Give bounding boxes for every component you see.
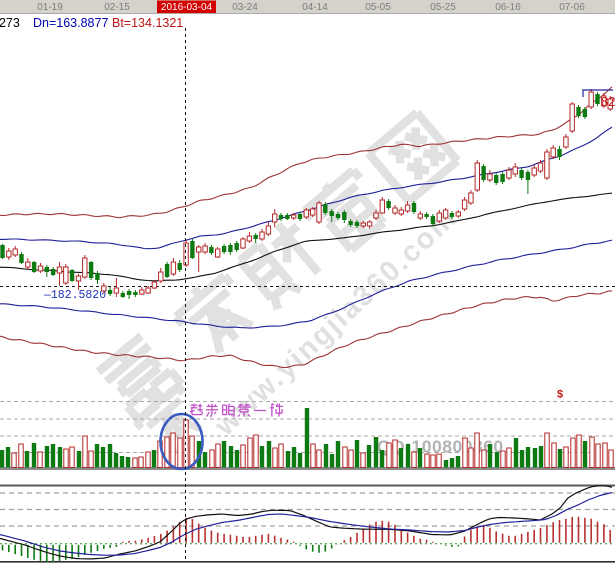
- svg-text:2016-03-04: 2016-03-04: [161, 2, 213, 13]
- svg-text:$: $: [557, 389, 563, 401]
- svg-text:07-06: 07-06: [559, 2, 585, 13]
- svg-text:05-05: 05-05: [365, 2, 391, 13]
- svg-text:82: 82: [601, 94, 615, 109]
- svg-text:Dn=163.8877: Dn=163.8877: [33, 16, 108, 30]
- svg-text:Bt=134.1321: Bt=134.1321: [112, 16, 183, 30]
- svg-text:6273: 6273: [0, 16, 20, 30]
- svg-text:—182.5820: —182.5820: [43, 289, 106, 302]
- svg-text:03-24: 03-24: [232, 2, 258, 13]
- svg-text:04-14: 04-14: [302, 2, 328, 13]
- svg-text:05-25: 05-25: [430, 2, 456, 13]
- svg-text:06-16: 06-16: [495, 2, 521, 13]
- svg-text:02-15: 02-15: [104, 2, 130, 13]
- svg-text:01-19: 01-19: [37, 2, 63, 13]
